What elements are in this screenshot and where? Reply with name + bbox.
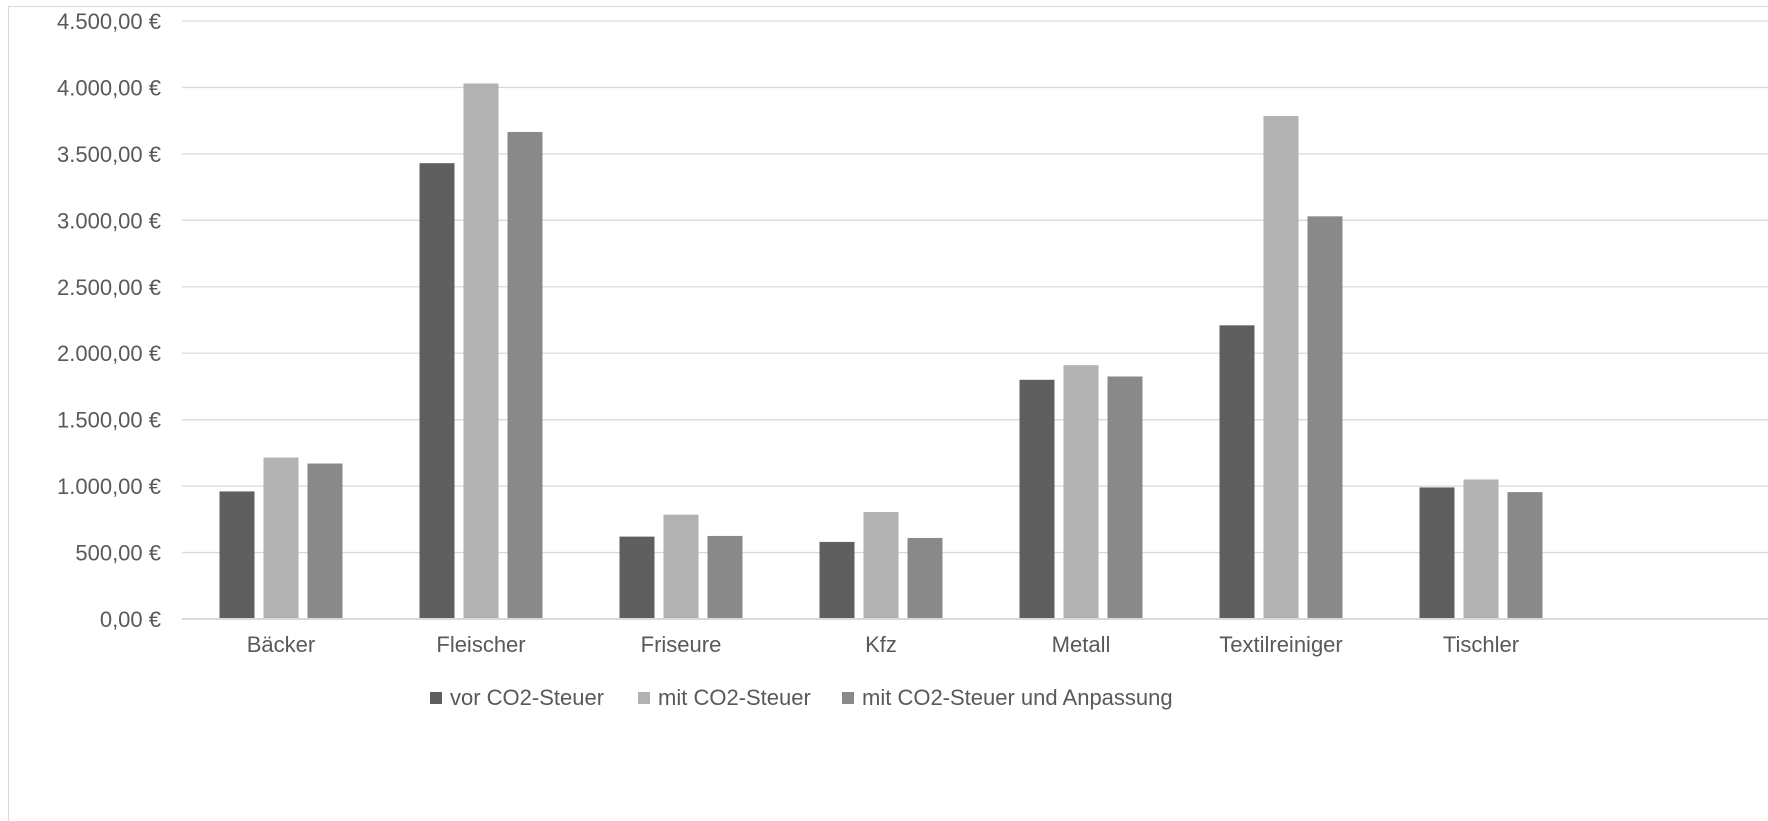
legend-swatch	[842, 692, 854, 704]
y-tick-label: 3.500,00 €	[57, 142, 161, 167]
bar-3-4	[907, 537, 943, 619]
legend-item-3: mit CO2-Steuer und Anpassung	[842, 685, 1173, 710]
y-tick-label: 500,00 €	[75, 541, 161, 566]
bar-1-5	[1019, 379, 1055, 619]
gridlines	[182, 20, 1768, 554]
bar-3-5	[1107, 376, 1143, 619]
bar-2-4	[863, 512, 899, 619]
x-category-label: Bäcker	[247, 632, 315, 657]
y-tick-label: 0,00 €	[100, 607, 161, 632]
x-category-label: Tischler	[1443, 632, 1519, 657]
bar-2-2	[463, 83, 499, 620]
y-tick-label: 3.000,00 €	[57, 208, 161, 233]
bar-3-1	[307, 463, 343, 619]
y-axis-tick-labels: 0,00 € 500,00 € 1.000,00 € 1.500,00 € 2.000,…	[57, 9, 161, 632]
legend: vor CO2-Steuer mit CO2-Steuer mit CO2-Steu…	[430, 685, 1173, 710]
legend-label: vor CO2-Steuer	[450, 685, 604, 710]
y-tick-label: 4.000,00 €	[57, 75, 161, 100]
bar-3-3	[707, 535, 743, 619]
bar-2-5	[1063, 365, 1099, 619]
y-tick-label: 2.000,00 €	[57, 341, 161, 366]
x-category-label: Friseure	[641, 632, 722, 657]
legend-label: mit CO2-Steuer und Anpassung	[862, 685, 1173, 710]
legend-item-2: mit CO2-Steuer	[638, 685, 811, 710]
y-tick-label: 4.500,00 €	[57, 9, 161, 34]
x-axis-category-labels: Bäcker Fleischer Friseure Kfz Metall Textilre…	[247, 632, 1519, 657]
legend-swatch	[638, 692, 650, 704]
x-category-label: Fleischer	[436, 632, 525, 657]
bar-1-6	[1219, 325, 1255, 619]
x-category-label: Kfz	[865, 632, 897, 657]
y-tick-label: 1.500,00 €	[57, 408, 161, 433]
bar-2-3	[663, 514, 699, 619]
bars	[219, 83, 1543, 620]
bar-1-4	[819, 541, 855, 619]
x-category-label: Metall	[1052, 632, 1111, 657]
legend-item-1: vor CO2-Steuer	[430, 685, 604, 710]
bar-2-1	[263, 457, 299, 619]
chart-frame	[8, 6, 1768, 821]
bar-1-7	[1419, 487, 1455, 619]
bar-3-2	[507, 131, 543, 619]
y-tick-label: 2.500,00 €	[57, 275, 161, 300]
legend-label: mit CO2-Steuer	[658, 685, 811, 710]
legend-swatch	[430, 692, 442, 704]
bar-2-6	[1263, 116, 1299, 619]
bar-1-1	[219, 491, 255, 619]
x-category-label: Textilreiniger	[1219, 632, 1343, 657]
bar-2-7	[1463, 479, 1499, 619]
bar-3-6	[1307, 216, 1343, 619]
y-tick-label: 1.000,00 €	[57, 474, 161, 499]
bar-1-3	[619, 536, 655, 619]
bar-1-2	[419, 163, 455, 620]
bar-3-7	[1507, 492, 1543, 619]
